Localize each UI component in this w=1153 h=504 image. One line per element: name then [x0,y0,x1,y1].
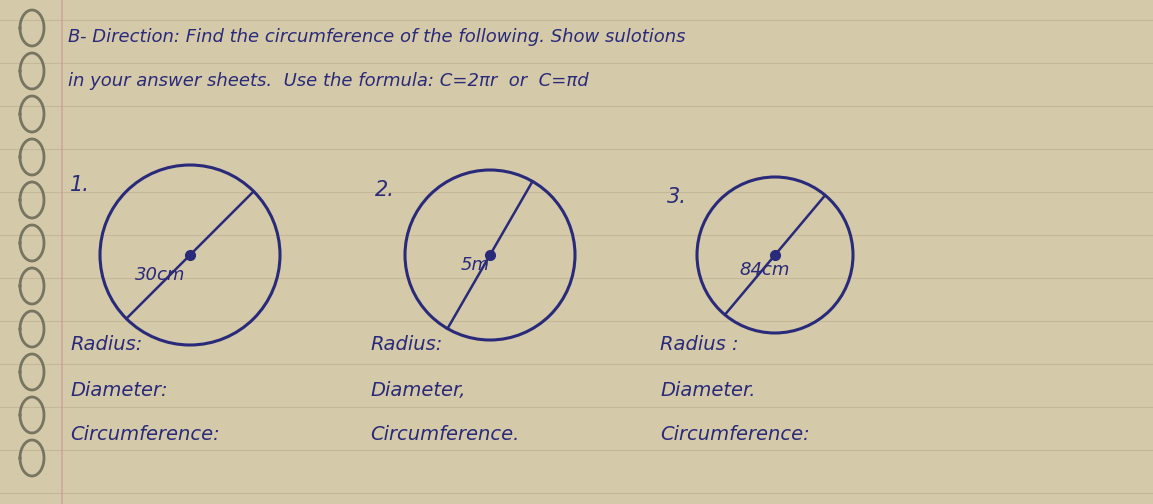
Text: 3.: 3. [668,187,687,207]
Text: Circumference:: Circumference: [70,425,220,445]
Text: Radius:: Radius: [70,336,142,354]
Text: 1.: 1. [70,175,90,195]
Text: Diameter:: Diameter: [70,381,167,400]
Text: 2.: 2. [375,180,395,200]
Text: 30cm: 30cm [135,266,186,284]
Text: 5m: 5m [460,256,490,274]
Text: Radius :: Radius : [660,336,739,354]
Text: Diameter,: Diameter, [370,381,466,400]
Text: Radius:: Radius: [370,336,443,354]
Text: Diameter.: Diameter. [660,381,755,400]
Text: Circumference:: Circumference: [660,425,809,445]
Text: in your answer sheets.  Use the formula: C=2πr  or  C=πd: in your answer sheets. Use the formula: … [68,72,589,90]
Text: 84cm: 84cm [740,261,790,279]
Text: B- Direction: Find the circumference of the following. Show sulotions: B- Direction: Find the circumference of … [68,28,686,46]
Text: Circumference.: Circumference. [370,425,519,445]
